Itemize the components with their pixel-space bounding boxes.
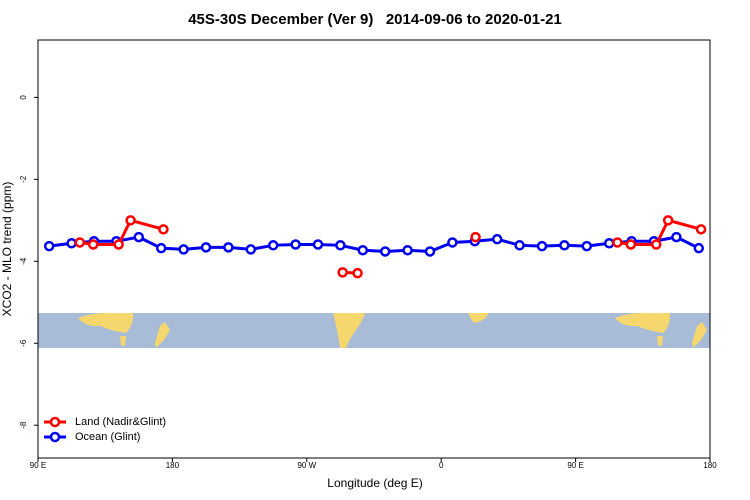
- series-line: [49, 235, 700, 253]
- point: [335, 240, 346, 251]
- point: [155, 242, 167, 254]
- plot-frame: [37, 39, 711, 459]
- point: [671, 231, 682, 243]
- y-tick-label: -6: [19, 339, 28, 347]
- y-tick-label: -8: [19, 421, 28, 429]
- point: [200, 242, 212, 253]
- point: [133, 231, 145, 243]
- point: [424, 246, 436, 257]
- x-tick-label: 180: [703, 461, 717, 470]
- x-tick-label: 90 E: [567, 461, 583, 470]
- point: [447, 237, 458, 248]
- x-tick-label: 0: [439, 461, 444, 470]
- point: [612, 237, 623, 248]
- point: [559, 240, 570, 251]
- x-tick-label: 180: [166, 461, 180, 470]
- point: [581, 240, 593, 252]
- point: [125, 215, 136, 226]
- x-tick-label: 90 W: [297, 461, 316, 470]
- point: [695, 224, 707, 235]
- x-axis-label: Longitude (deg E): [327, 476, 422, 490]
- legend-label: Land (Nadir&Glint): [75, 416, 166, 428]
- point: [603, 238, 615, 249]
- point: [43, 240, 55, 252]
- point: [158, 224, 169, 235]
- point: [650, 239, 662, 250]
- point: [223, 242, 234, 253]
- point: [379, 246, 391, 257]
- point: [178, 244, 189, 255]
- point: [470, 231, 481, 243]
- legend-marker: [49, 416, 61, 428]
- legend-marker: [49, 431, 61, 443]
- x-tick-label: 90 E: [30, 461, 46, 470]
- point: [113, 239, 124, 250]
- point: [514, 240, 525, 251]
- point: [352, 267, 363, 279]
- point: [491, 233, 503, 245]
- map-band: [38, 312, 710, 348]
- point: [662, 215, 674, 226]
- point: [66, 238, 77, 249]
- point: [625, 239, 637, 250]
- point: [312, 239, 324, 250]
- point: [536, 240, 548, 252]
- point: [402, 244, 413, 256]
- point: [88, 239, 99, 250]
- y-tick-label: -2: [19, 175, 28, 183]
- chart-title: 45S-30S December (Ver 9) 2014-09-06 to 2…: [188, 11, 562, 28]
- point: [74, 237, 86, 248]
- point: [337, 267, 348, 278]
- legend-label: Ocean (Glint): [75, 431, 140, 443]
- point: [357, 244, 369, 256]
- point: [267, 240, 279, 251]
- point: [693, 242, 705, 254]
- y-tick-label: -4: [19, 257, 28, 265]
- point: [245, 244, 257, 255]
- y-tick-label: 0: [19, 95, 28, 100]
- point: [290, 239, 301, 250]
- y-axis-label: XCO2 - MLO trend (ppm): [0, 182, 14, 317]
